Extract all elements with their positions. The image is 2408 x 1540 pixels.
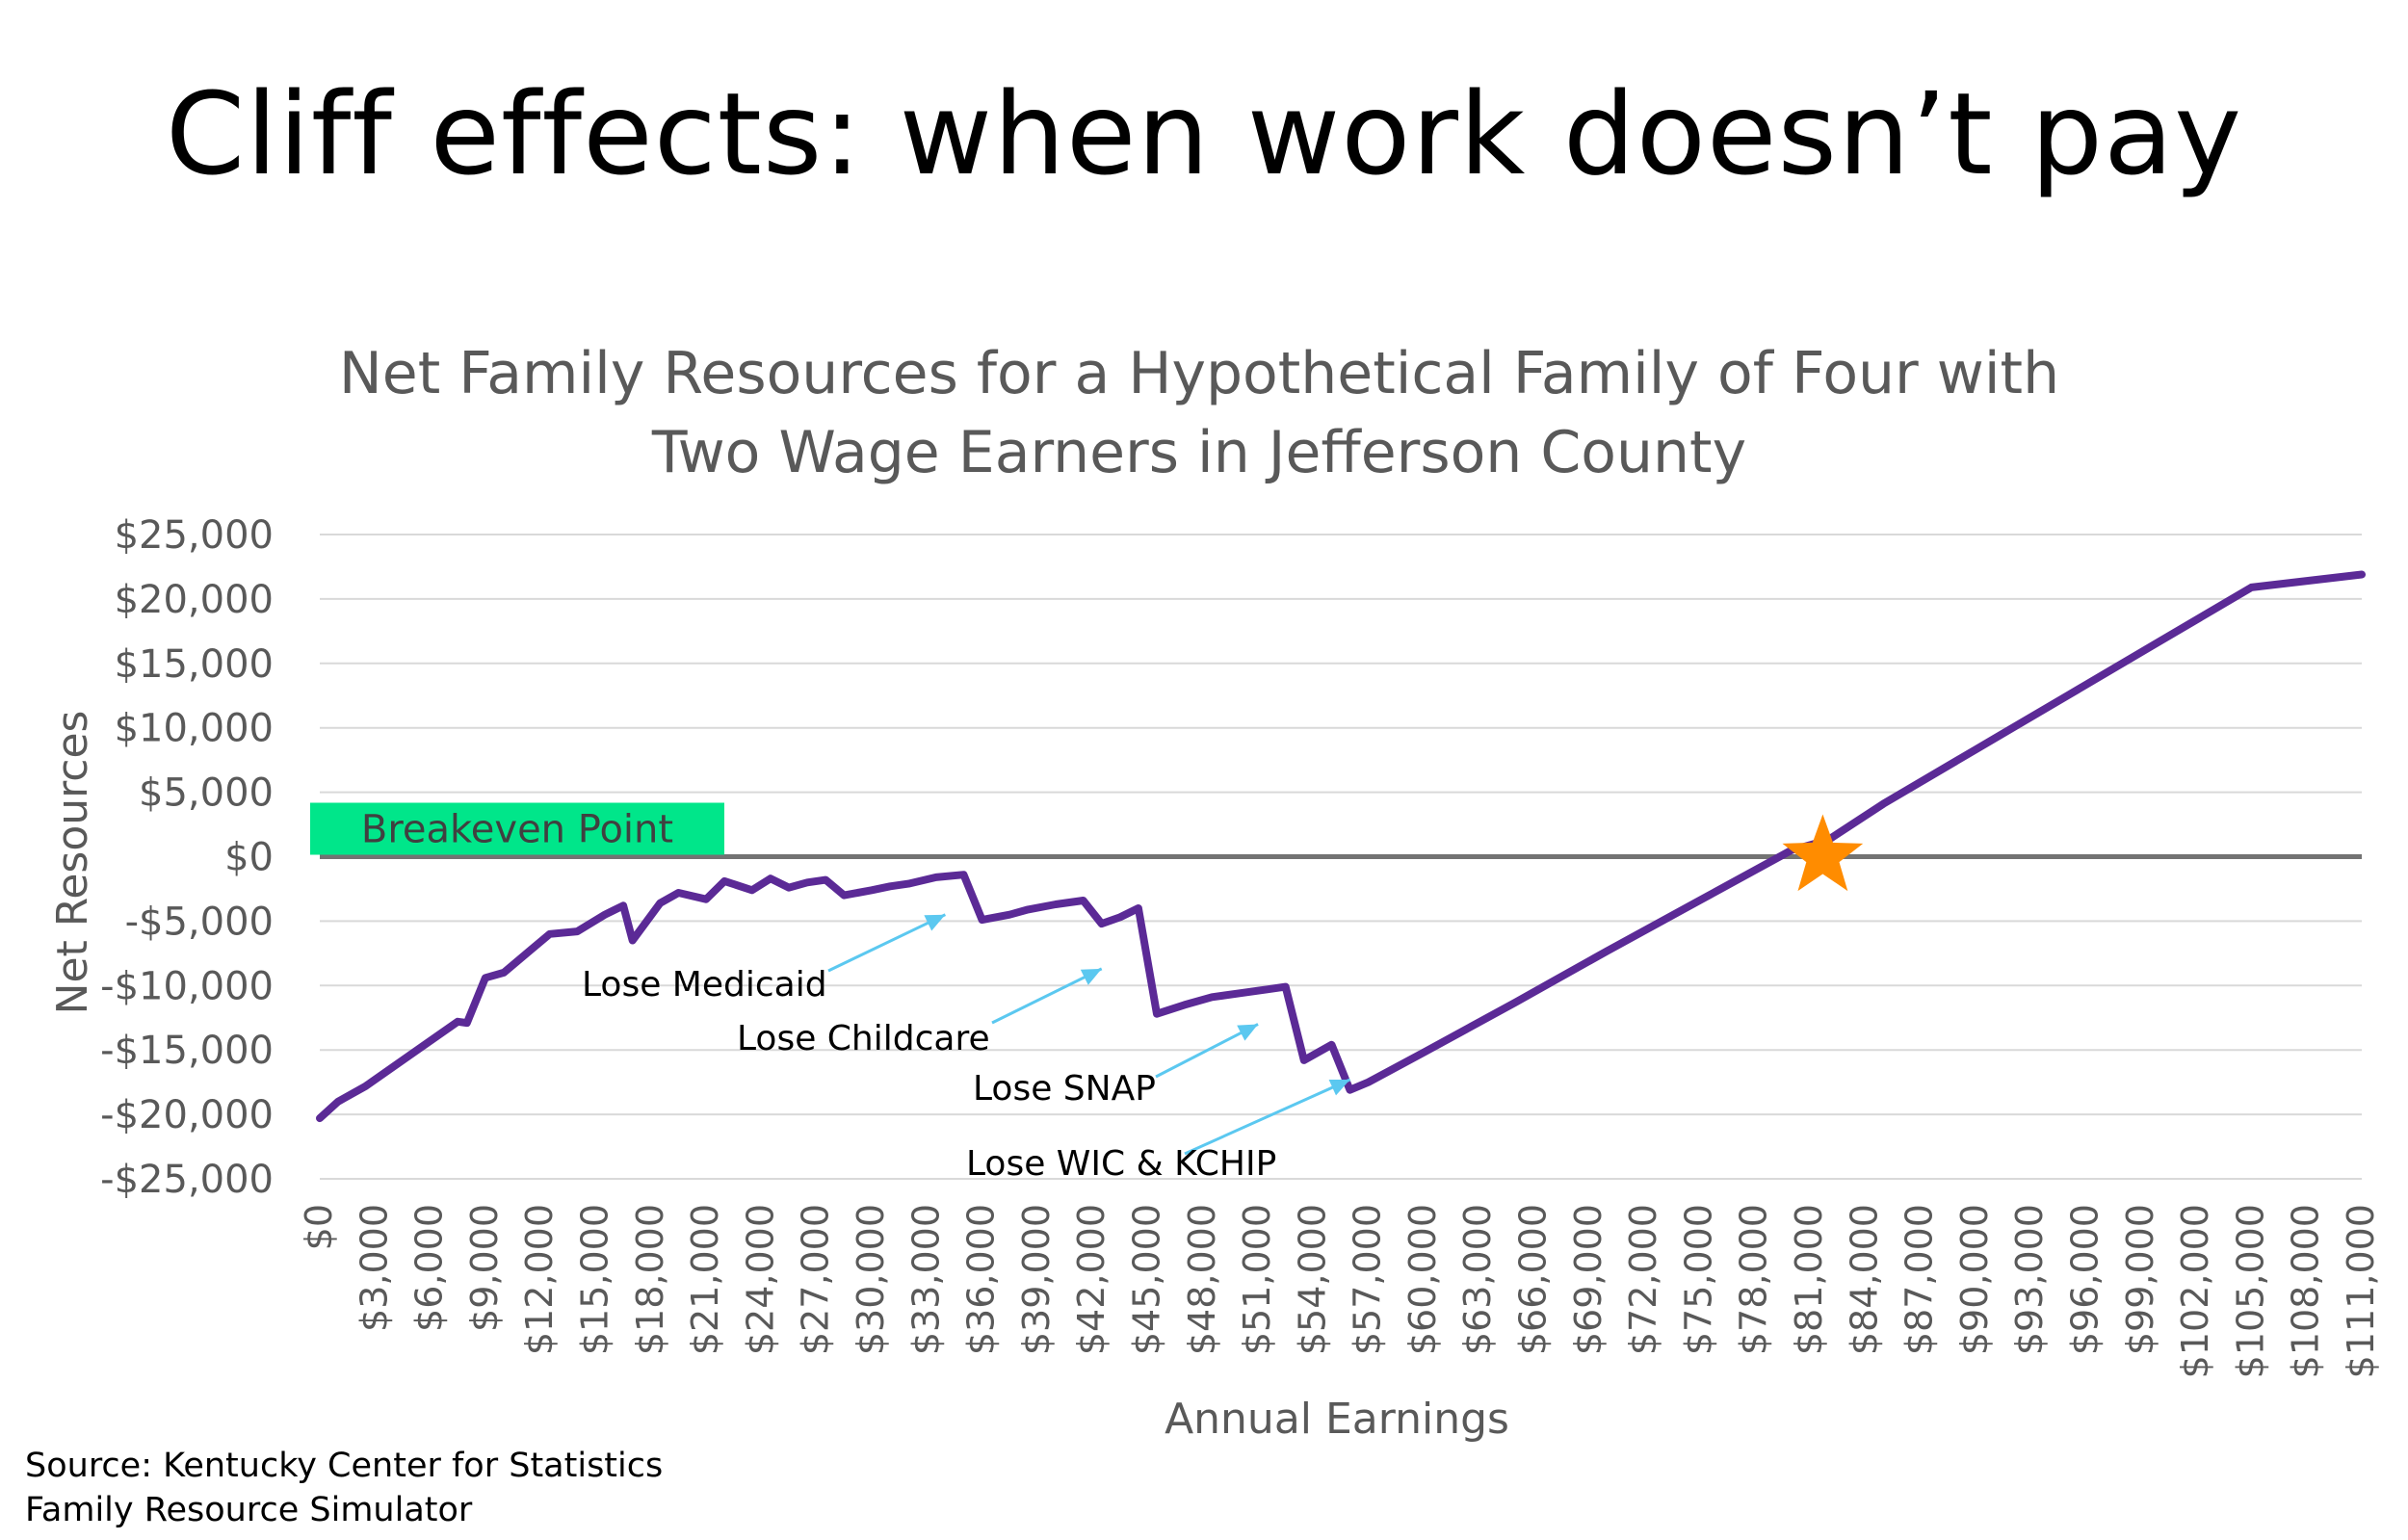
y-tick-label: $5,000 bbox=[139, 771, 274, 816]
x-tick-label: $69,000 bbox=[1567, 1204, 1610, 1355]
y-tick-label: $25,000 bbox=[115, 513, 274, 558]
source-note: Source: Kentucky Center for Statistics F… bbox=[25, 1445, 663, 1532]
series-line-net-resources bbox=[316, 570, 2366, 1123]
x-tick-label: $111,000 bbox=[2340, 1204, 2382, 1378]
annotation-label: Lose WIC & KCHIP bbox=[966, 1144, 1276, 1184]
cliff-annotations: Lose Medicaid Lose Childcare Lose SNAP Lose… bbox=[582, 913, 1351, 1184]
x-tick-label: $51,000 bbox=[1236, 1204, 1278, 1355]
annotation-label: Lose Medicaid bbox=[582, 965, 827, 1005]
source-line-1: Source: Kentucky Center for Statistics bbox=[25, 1447, 664, 1485]
slide-title: Cliff effects: when work doesn’t pay bbox=[165, 67, 2243, 200]
breakeven-label-box bbox=[310, 802, 724, 855]
y-tick-label: -$15,000 bbox=[100, 1029, 274, 1073]
x-tick-label: $42,000 bbox=[1070, 1204, 1112, 1355]
chart-title-line-1: Net Family Resources for a Hypothetical … bbox=[339, 340, 2059, 407]
x-tick-label: $18,000 bbox=[629, 1204, 671, 1355]
x-tick-label: $93,000 bbox=[2008, 1204, 2051, 1355]
x-tick-label: $63,000 bbox=[1456, 1204, 1499, 1355]
x-tick-label: $54,000 bbox=[1291, 1204, 1333, 1355]
annotation-arrow bbox=[991, 967, 1103, 1025]
x-tick-label: $9,000 bbox=[463, 1204, 506, 1332]
x-tick-label: $72,000 bbox=[1622, 1204, 1664, 1355]
x-tick-label: $3,000 bbox=[353, 1204, 395, 1332]
x-tick-label: $81,000 bbox=[1788, 1204, 1830, 1355]
y-axis-ticks: $25,000 $20,000 $15,000 $10,000 $5,000 $0 -$5,… bbox=[100, 513, 274, 1202]
x-tick-label: $102,000 bbox=[2174, 1204, 2216, 1378]
x-tick-label: $12,000 bbox=[518, 1204, 561, 1355]
x-tick-label: $66,000 bbox=[1512, 1204, 1555, 1355]
y-tick-label: -$20,000 bbox=[100, 1093, 274, 1137]
annotation-arrow bbox=[1184, 1078, 1351, 1156]
x-tick-label: $36,000 bbox=[960, 1204, 1003, 1355]
annotation-label: Lose Childcare bbox=[737, 1019, 990, 1058]
annotation-arrowhead bbox=[1080, 968, 1102, 985]
x-tick-label: $75,000 bbox=[1677, 1204, 1719, 1355]
x-axis-ticks: $0 $3,000 $6,000 $9,000 $12,000 $15,000 $18,00… bbox=[298, 1204, 2382, 1378]
x-tick-label: $27,000 bbox=[795, 1204, 837, 1355]
y-axis-label: Net Resources bbox=[48, 711, 97, 1015]
annotation-label: Lose SNAP bbox=[973, 1069, 1156, 1109]
x-tick-label: $108,000 bbox=[2285, 1204, 2327, 1378]
x-tick-label: $30,000 bbox=[850, 1204, 892, 1355]
x-tick-label: $57,000 bbox=[1347, 1204, 1389, 1355]
x-axis-label: Annual Earnings bbox=[1165, 1395, 1509, 1444]
y-tick-label: $10,000 bbox=[115, 707, 274, 751]
x-tick-label: $33,000 bbox=[904, 1204, 947, 1355]
source-line-2: Family Resource Simulator bbox=[25, 1490, 473, 1529]
x-tick-label: $99,000 bbox=[2119, 1204, 2161, 1355]
y-tick-label: -$10,000 bbox=[100, 964, 274, 1008]
gridlines bbox=[320, 534, 2362, 1180]
x-tick-label: $0 bbox=[298, 1204, 340, 1250]
annotation-arrowhead bbox=[1328, 1079, 1350, 1096]
x-tick-label: $45,000 bbox=[1125, 1204, 1167, 1355]
x-tick-label: $15,000 bbox=[573, 1204, 615, 1355]
x-tick-label: $96,000 bbox=[2064, 1204, 2107, 1355]
x-tick-label: $87,000 bbox=[1898, 1204, 1941, 1355]
x-tick-label: $24,000 bbox=[739, 1204, 781, 1355]
breakeven-label: Breakeven Point bbox=[361, 808, 673, 852]
breakeven-star-marker bbox=[1782, 814, 1864, 892]
x-tick-label: $84,000 bbox=[1843, 1204, 1885, 1355]
x-tick-label: $90,000 bbox=[1953, 1204, 1996, 1355]
x-tick-label: $21,000 bbox=[684, 1204, 726, 1355]
x-tick-label: $48,000 bbox=[1181, 1204, 1223, 1355]
y-tick-label: $0 bbox=[224, 836, 274, 880]
y-tick-label: $20,000 bbox=[115, 578, 274, 622]
annotation-arrowhead bbox=[924, 914, 946, 931]
chart-title-line-2: Two Wage Earners in Jefferson County bbox=[651, 419, 1746, 486]
x-tick-label: $60,000 bbox=[1401, 1204, 1444, 1355]
x-tick-label: $78,000 bbox=[1733, 1204, 1775, 1355]
y-tick-label: -$5,000 bbox=[125, 900, 274, 944]
x-tick-label: $105,000 bbox=[2229, 1204, 2271, 1378]
y-tick-label: -$25,000 bbox=[100, 1158, 274, 1202]
x-tick-label: $6,000 bbox=[408, 1204, 451, 1332]
annotation-arrow bbox=[827, 913, 947, 973]
y-tick-label: $15,000 bbox=[115, 642, 274, 687]
annotation-arrowhead bbox=[1237, 1024, 1259, 1041]
x-tick-label: $39,000 bbox=[1015, 1204, 1058, 1355]
